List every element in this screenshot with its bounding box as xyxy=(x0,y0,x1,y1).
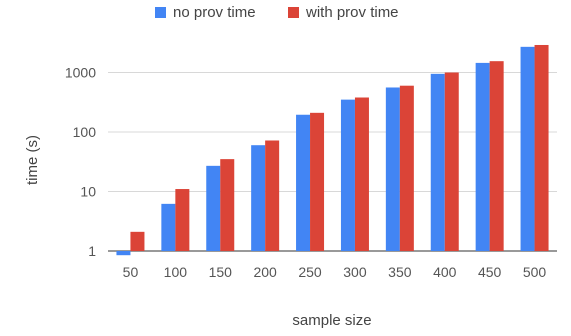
bar-no-prov-300 xyxy=(340,99,355,251)
legend-label-no-prov: no prov time xyxy=(173,4,256,21)
x-tick-label: 350 xyxy=(388,264,412,280)
x-tick-label: 100 xyxy=(164,264,188,280)
bar-no-prov-400 xyxy=(430,73,445,252)
y-tick-label: 100 xyxy=(73,124,97,140)
bar-with-prov-450 xyxy=(489,61,504,251)
x-tick-label: 250 xyxy=(298,264,322,280)
x-tick-label: 450 xyxy=(478,264,502,280)
bar-with-prov-400 xyxy=(444,72,459,251)
legend-item-with-prov: with prov time xyxy=(288,4,399,21)
x-tick-label: 400 xyxy=(433,264,457,280)
legend-swatch-no-prov xyxy=(155,7,166,18)
bar-with-prov-100 xyxy=(175,189,190,251)
bar-with-prov-150 xyxy=(220,159,235,251)
bar-no-prov-150 xyxy=(206,165,221,251)
bar-with-prov-300 xyxy=(354,97,369,252)
bar-with-prov-350 xyxy=(399,85,414,251)
bars xyxy=(116,44,549,256)
legend-label-with-prov: with prov time xyxy=(306,4,399,21)
bar-with-prov-250 xyxy=(310,112,325,252)
bar-no-prov-350 xyxy=(385,87,400,251)
legend-swatch-with-prov xyxy=(288,7,299,18)
y-tick-label: 1000 xyxy=(65,65,96,81)
y-axis-title: time (s) xyxy=(24,135,41,185)
legend-item-no-prov: no prov time xyxy=(155,4,256,21)
bar-no-prov-450 xyxy=(475,62,490,251)
x-tick-label: 200 xyxy=(253,264,277,280)
y-tick-label: 1 xyxy=(88,243,96,259)
x-tick-label: 500 xyxy=(523,264,547,280)
bar-no-prov-250 xyxy=(296,114,311,251)
bar-no-prov-500 xyxy=(520,46,535,251)
bar-no-prov-200 xyxy=(251,145,266,251)
bar-no-prov-100 xyxy=(161,203,176,251)
y-tick-label: 10 xyxy=(80,184,96,200)
x-axis-title: sample size xyxy=(292,312,371,329)
bar-with-prov-500 xyxy=(534,44,549,251)
x-tick-label: 150 xyxy=(209,264,233,280)
tick-labels: 1 10 100 1000 50 100 150 200 250 300 350 400 450 500 xyxy=(65,65,547,281)
bar-with-prov-50 xyxy=(130,231,145,251)
bar-no-prov-50 xyxy=(116,251,131,256)
legend: no prov time with prov time xyxy=(0,4,571,24)
x-tick-label: 300 xyxy=(343,264,367,280)
bar-with-prov-200 xyxy=(265,140,280,251)
x-tick-label: 50 xyxy=(123,264,139,280)
